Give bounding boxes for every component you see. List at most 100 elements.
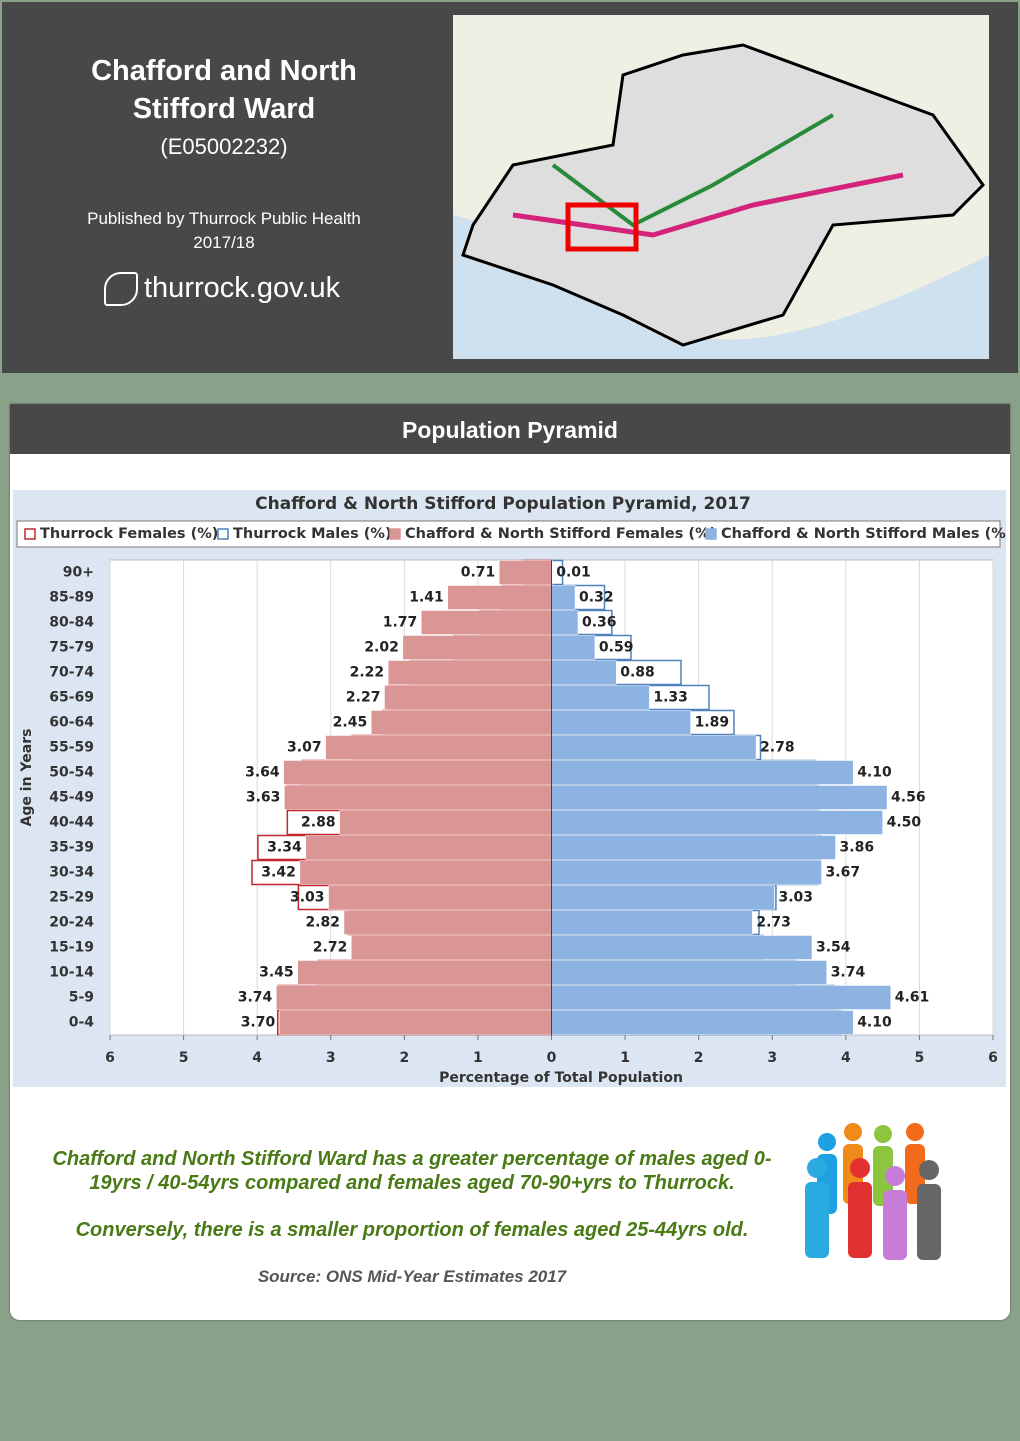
value-label: 0.88 (620, 665, 655, 681)
value-label: 2.22 (350, 665, 385, 681)
y-tick-label: 30-34 (49, 865, 94, 881)
y-tick-label: 20-24 (49, 915, 94, 931)
y-tick-label: 65-69 (49, 690, 94, 706)
bar (305, 835, 552, 860)
road (551, 113, 835, 228)
legend-label: Thurrock Males (%) (233, 526, 392, 542)
y-tick-label: 45-49 (49, 790, 94, 806)
legend (16, 520, 1001, 548)
bar (551, 710, 691, 735)
borough (461, 43, 985, 347)
x-tick-label: 5 (179, 1050, 189, 1066)
bar (387, 660, 552, 685)
value-label: 3.34 (267, 840, 302, 856)
y-tick-label: 50-54 (49, 765, 94, 781)
bar (551, 885, 775, 910)
source: Source: ONS Mid-Year Estimates 2017 (257, 1267, 567, 1286)
value-label: 2.78 (760, 740, 795, 756)
bar (421, 610, 552, 635)
bar (551, 810, 883, 835)
legend-swatch (705, 528, 717, 540)
value-label: 4.50 (887, 815, 922, 831)
value-label: 1.41 (409, 590, 444, 606)
x-tick-label: 5 (915, 1050, 925, 1066)
value-label: 3.63 (246, 790, 281, 806)
value-label: 3.70 (241, 1015, 276, 1031)
value-label: 0.01 (556, 565, 591, 581)
bar (551, 860, 822, 885)
value-label: 3.45 (259, 965, 294, 981)
chart: Chafford & North Stifford Population Pyr… (13, 490, 1006, 1087)
x-tick-label: 1 (473, 1050, 483, 1066)
value-label: 0.32 (579, 590, 614, 606)
bar (551, 785, 888, 810)
title-line: Chafford and North (91, 55, 357, 87)
y-tick-label: 70-74 (49, 665, 94, 681)
x-tick-label: 2 (399, 1050, 409, 1066)
title: Chafford and North Stifford Ward (E05002… (4, 52, 444, 166)
bar (328, 885, 552, 910)
value-label: 2.73 (756, 915, 791, 931)
value-label: 3.07 (287, 740, 322, 756)
bar (551, 985, 891, 1010)
y-tick-label: 40-44 (49, 815, 94, 831)
bar (551, 685, 650, 710)
legend-label: Thurrock Females (%) (40, 526, 218, 542)
bar (284, 785, 552, 810)
x-tick-label: 1 (620, 1050, 630, 1066)
value-label: 3.54 (816, 940, 851, 956)
bar (384, 685, 552, 710)
legend-swatch (389, 528, 401, 540)
bar (551, 1010, 854, 1035)
people (805, 1123, 941, 1260)
x-tick-label: 2 (694, 1050, 704, 1066)
value-label: 0.71 (461, 565, 496, 581)
x-tick-label: 4 (252, 1050, 262, 1066)
value-label: 4.56 (891, 790, 926, 806)
value-label: 2.72 (313, 940, 348, 956)
y-axis-title: Age in Years (19, 729, 35, 827)
value-label: 2.82 (305, 915, 340, 931)
bar (499, 560, 552, 585)
bar (551, 960, 827, 985)
bar (339, 810, 552, 835)
panel-title: Population Pyramid (10, 404, 1010, 454)
people-icon (805, 1123, 941, 1260)
value-label: 3.03 (778, 890, 813, 906)
bar (343, 910, 552, 935)
year: 2017/18 (193, 233, 255, 252)
website: thurrock.gov.uk (144, 272, 341, 304)
value-label: 3.86 (840, 840, 875, 856)
value-label: 3.74 (831, 965, 866, 981)
bar (276, 985, 552, 1010)
publisher-text: Published by Thurrock Public Health (87, 209, 361, 228)
publisher: Published by Thurrock Public Health 2017… (4, 207, 444, 255)
bar (551, 585, 576, 610)
value-label: 3.03 (290, 890, 325, 906)
x-tick-label: 3 (326, 1050, 336, 1066)
y-tick-label: 55-59 (49, 740, 94, 756)
bar (551, 935, 813, 960)
bar (447, 585, 552, 610)
note: Conversely, there is a smaller proportio… (75, 1219, 749, 1241)
bar (325, 735, 552, 760)
ward-highlight (565, 202, 639, 252)
x-tick-label: 6 (988, 1050, 998, 1066)
legend-swatch (217, 528, 229, 540)
note: Chafford and North Stifford Ward has a g… (52, 1148, 772, 1194)
value-label: 3.74 (238, 990, 273, 1006)
logo: thurrock.gov.uk (104, 272, 341, 307)
bar (551, 835, 836, 860)
y-tick-label: 0-4 (69, 1015, 95, 1031)
y-tick-label: 35-39 (49, 840, 94, 856)
value-label: 1.89 (695, 715, 730, 731)
bar (551, 760, 854, 785)
x-axis-title: Percentage of Total Population (439, 1070, 683, 1086)
bar (297, 960, 552, 985)
y-tick-label: 80-84 (49, 615, 94, 631)
value-label: 4.10 (857, 765, 892, 781)
y-tick-label: 90+ (63, 565, 94, 581)
title-line: Stifford Ward (132, 93, 316, 125)
river (453, 215, 989, 359)
